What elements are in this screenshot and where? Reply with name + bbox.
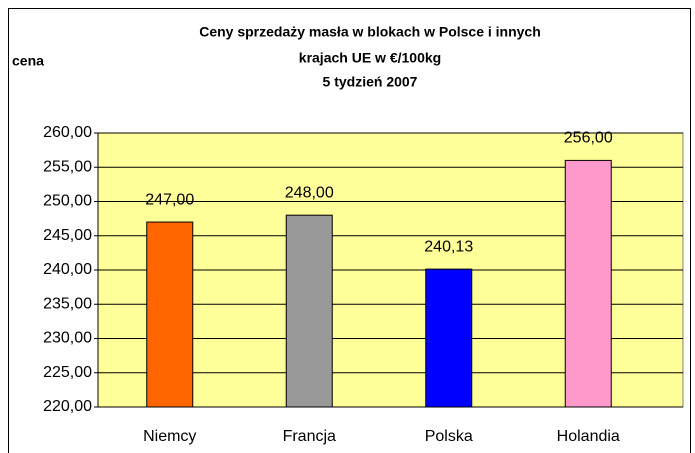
bar: [146, 221, 194, 408]
x-tick-label: Niemcy: [143, 428, 196, 445]
chart-title: Ceny sprzedaży masła w blokach w Polsce …: [199, 24, 541, 40]
bar: [564, 159, 612, 408]
y-tick-label: 235,00: [43, 295, 92, 312]
value-label: 248,00: [285, 184, 334, 201]
chart-title: krajach UE w €/100kg: [299, 50, 441, 66]
y-axis-label: cena: [12, 53, 44, 69]
y-tick-label: 260,00: [43, 124, 92, 141]
x-tick-label: Francja: [283, 428, 336, 445]
value-label: 240,13: [424, 238, 473, 255]
x-tick-label: Holandia: [557, 428, 620, 445]
y-tick-label: 225,00: [43, 364, 92, 381]
y-tick-label: 220,00: [43, 398, 92, 415]
y-tick-label: 245,00: [43, 227, 92, 244]
bar: [425, 268, 473, 408]
y-tick-label: 240,00: [43, 261, 92, 278]
y-tick-label: 255,00: [43, 158, 92, 175]
y-tick-label: 250,00: [43, 193, 92, 210]
value-label: 247,00: [145, 191, 194, 208]
value-label: 256,00: [564, 130, 613, 147]
bar: [285, 214, 333, 408]
x-tick-label: Polska: [425, 428, 473, 445]
y-tick-label: 230,00: [43, 330, 92, 347]
chart-title: 5 tydzień 2007: [323, 74, 418, 90]
